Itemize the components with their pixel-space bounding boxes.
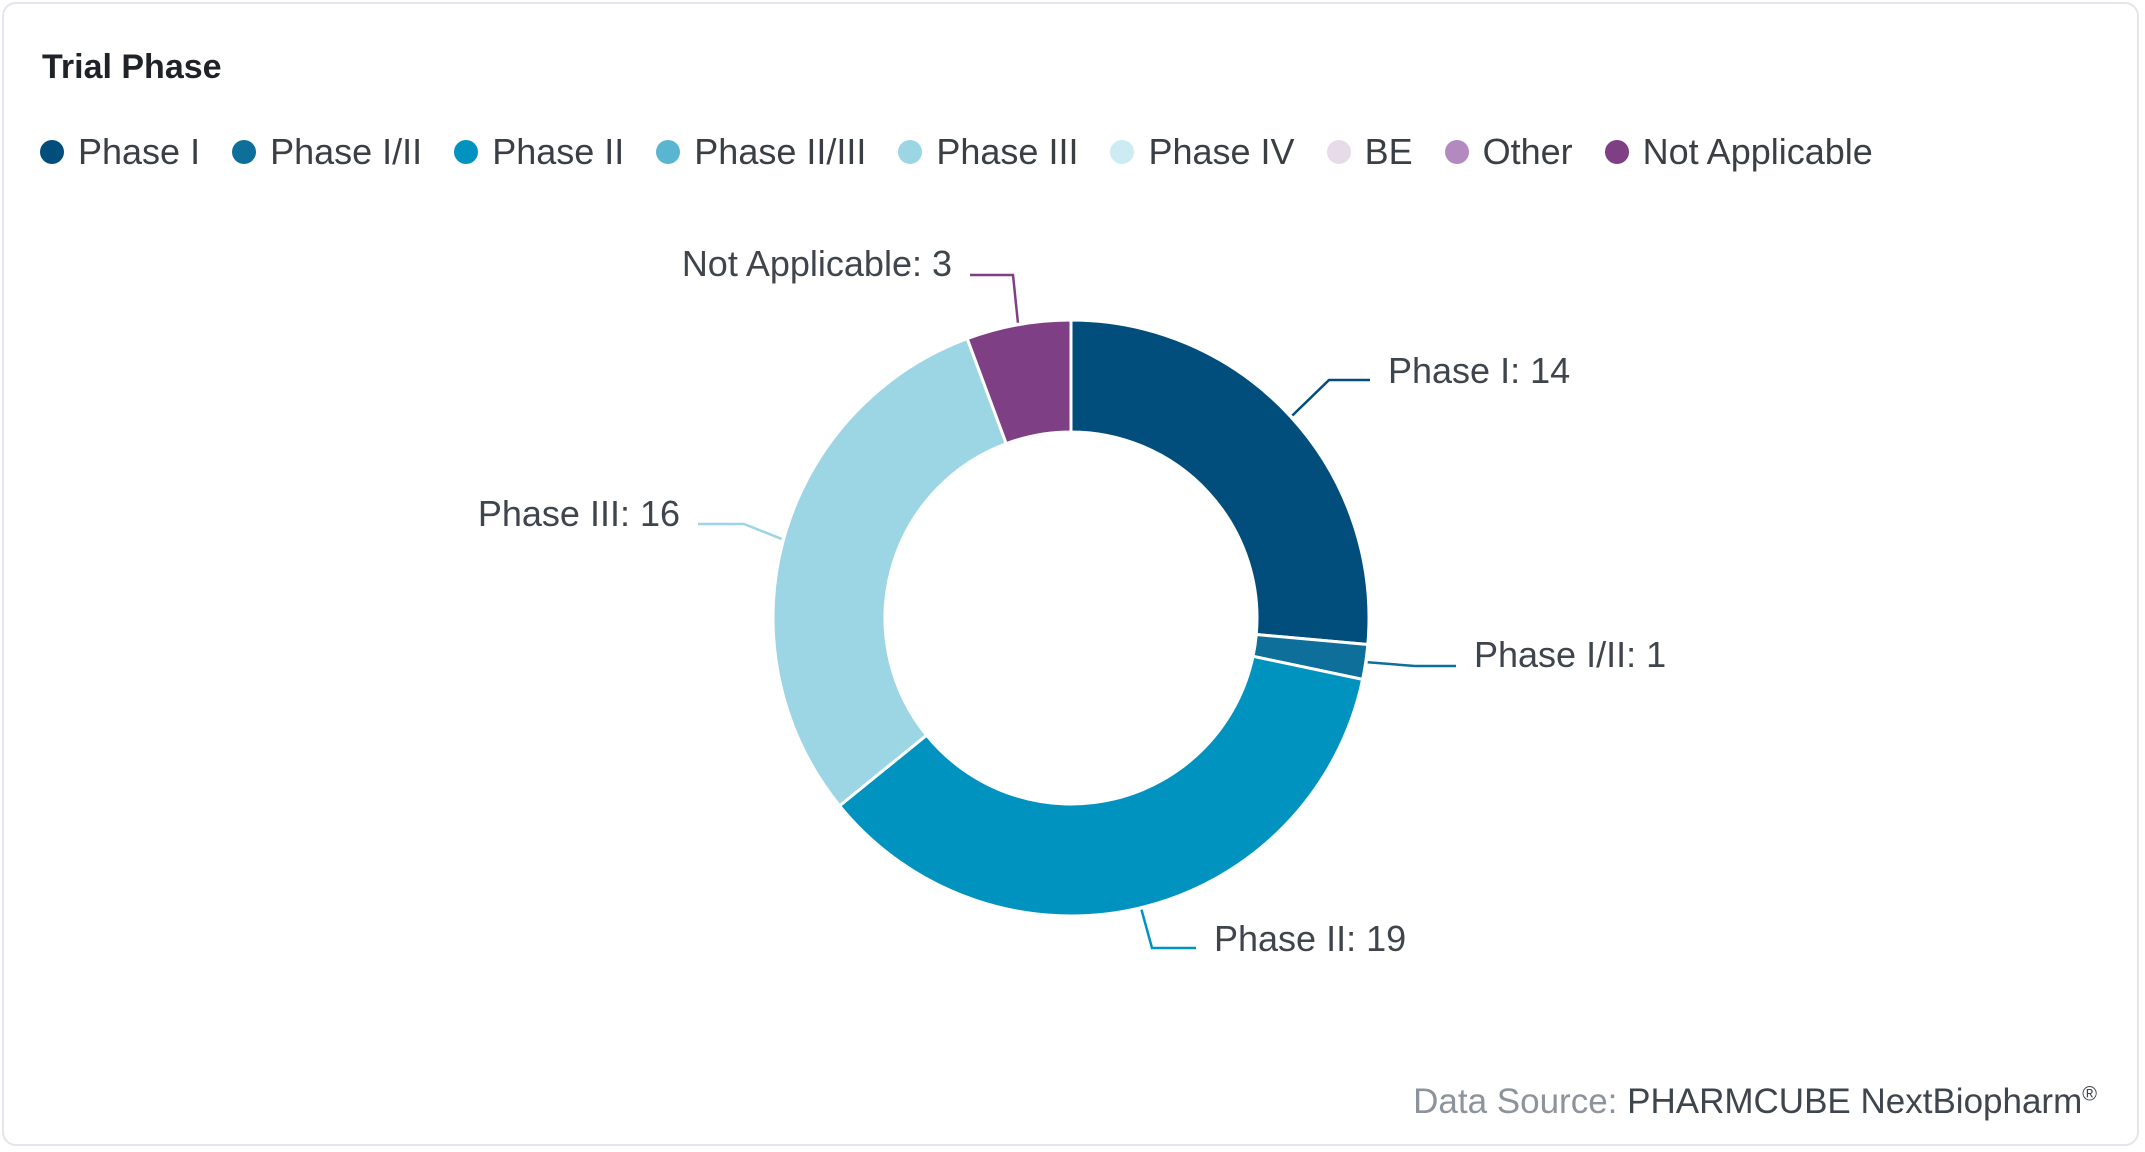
legend-marker — [1604, 140, 1629, 164]
legend-marker — [40, 140, 64, 164]
legend-item-phase-i[interactable]: Phase I — [40, 130, 200, 174]
data-label: Phase III: 16 — [478, 493, 680, 534]
legend-label: Phase I/II — [270, 131, 423, 172]
legend-item-phase-ii-iii[interactable]: Phase II/III — [656, 130, 866, 174]
legend-label: Phase III — [936, 131, 1079, 172]
legend-label: Phase I — [78, 131, 201, 172]
leader-line — [1367, 661, 1456, 668]
legend-item-other[interactable]: Other — [1444, 130, 1573, 174]
registered-mark: ® — [2082, 1083, 2097, 1106]
donut-slice-phase-i[interactable] — [1069, 318, 1371, 647]
legend-marker — [1326, 140, 1351, 164]
data-label: Phase II: 19 — [1214, 918, 1406, 959]
legend-marker — [898, 140, 923, 164]
donut-slice-phase-ii[interactable] — [837, 654, 1365, 918]
donut-slice-not-applicable[interactable] — [965, 318, 1073, 446]
leader-line — [1140, 909, 1196, 950]
legend-item-phase-ii[interactable]: Phase II — [454, 130, 624, 174]
data-label: Phase I: 14 — [1388, 350, 1570, 391]
legend-marker — [1444, 140, 1469, 164]
legend-item-not-applicable[interactable]: Not Applicable — [1604, 130, 1873, 174]
legend-marker — [232, 140, 257, 164]
legend-item-phase-i-ii[interactable]: Phase I/II — [232, 130, 422, 174]
data-label: Not Applicable: 3 — [682, 243, 952, 284]
legend-item-phase-iv[interactable]: Phase IV — [1110, 130, 1295, 174]
legend-marker — [1110, 140, 1135, 164]
legend-marker — [454, 140, 479, 164]
legend-label: Other — [1482, 131, 1573, 172]
leader-line — [1291, 378, 1370, 417]
legend-label: Phase II — [492, 131, 625, 172]
donut-chart: Phase I: 14 Phase I/II: 1 Phase II: 19 Phas… — [478, 243, 1666, 959]
legend-marker — [656, 140, 681, 164]
chart-title: Trial Phase — [42, 48, 222, 86]
leader-line — [970, 273, 1020, 323]
legend-label: Phase II/III — [694, 131, 867, 172]
chart-legend: Phase I Phase I/II Phase II Phase II/III… — [40, 130, 1905, 174]
leader-line — [698, 522, 783, 541]
donut-slice-phase-iii[interactable] — [771, 336, 1009, 808]
data-source-value: PHARMCUBE NextBiopharm — [1627, 1082, 2083, 1121]
legend-label: Not Applicable — [1642, 131, 1873, 172]
data-label: Phase I/II: 1 — [1474, 634, 1666, 675]
data-source: Data Source: PHARMCUBE NextBiopharm® — [1413, 1082, 2097, 1122]
legend-label: Phase IV — [1148, 131, 1295, 172]
legend-label: BE — [1364, 131, 1413, 172]
data-source-label: Data Source: — [1413, 1082, 1618, 1121]
legend-item-be[interactable]: BE — [1326, 130, 1413, 174]
legend-item-phase-iii[interactable]: Phase III — [898, 130, 1078, 174]
